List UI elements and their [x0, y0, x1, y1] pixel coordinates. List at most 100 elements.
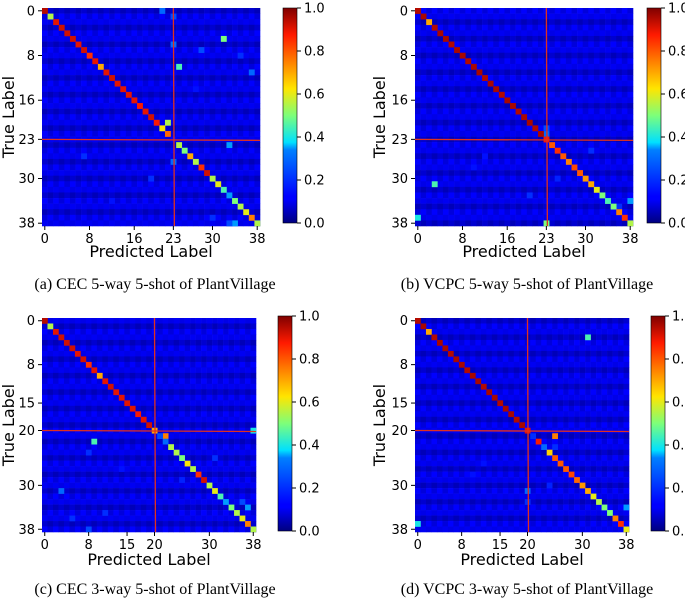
heatmap-cell — [532, 130, 539, 137]
heatmap-cell — [476, 13, 483, 20]
heatmap-diagonal-cell — [42, 318, 48, 324]
heatmap-cell — [58, 63, 65, 70]
heatmap-cell — [168, 526, 174, 533]
heatmap-cell — [223, 372, 229, 379]
heatmap-cell — [148, 198, 155, 204]
heatmap-cell — [431, 52, 438, 59]
heatmap-cell — [164, 8, 171, 14]
heatmap-cell — [159, 52, 166, 59]
heatmap-cell — [201, 510, 207, 516]
heatmap-cell — [42, 400, 48, 407]
heatmap-cell — [184, 510, 191, 516]
heatmap-cell — [415, 30, 421, 37]
heatmap-cell — [113, 323, 120, 330]
heatmap-cell — [92, 86, 99, 93]
heatmap-diagonal-cell — [588, 181, 595, 188]
heatmap-cell — [64, 58, 71, 65]
heatmap-cell — [250, 383, 257, 390]
heatmap-cell — [537, 24, 544, 31]
heatmap-cell — [599, 108, 606, 115]
heatmap-cell — [58, 147, 65, 154]
y-axis-label: True Label — [0, 384, 18, 467]
heatmap-cell — [97, 181, 104, 188]
heatmap-cell — [537, 13, 544, 20]
heatmap-cell — [69, 147, 76, 154]
heatmap-cell — [541, 328, 547, 335]
heatmap-cell — [571, 8, 578, 14]
heatmap-cell — [220, 97, 227, 104]
heatmap-cell — [192, 30, 199, 37]
heatmap-cell — [153, 75, 160, 81]
heatmap-cell — [254, 97, 261, 104]
heatmap-cell — [107, 394, 114, 401]
heatmap-cell — [164, 175, 171, 182]
heatmap-cell — [120, 220, 127, 227]
heatmap-cell — [610, 130, 617, 137]
heatmap-cell — [91, 526, 98, 533]
heatmap-cell — [42, 471, 48, 478]
heatmap-cell — [114, 103, 121, 109]
heatmap-cell — [248, 103, 255, 109]
heatmap-cell — [168, 449, 174, 456]
colorbar-tick-label: 0.0 — [668, 217, 685, 232]
heatmap-cell — [81, 125, 88, 132]
x-axis-label: Predicted Label — [89, 242, 212, 261]
x-tick-label: 23 — [165, 232, 182, 247]
heatmap-cell — [616, 136, 623, 143]
heatmap-cell — [135, 422, 142, 429]
heatmap-cell — [173, 515, 180, 522]
heatmap-cell — [159, 220, 166, 227]
heatmap-cell — [135, 400, 142, 407]
heatmap-cell — [125, 214, 132, 221]
heatmap-cell — [201, 499, 207, 505]
heatmap-cell — [47, 97, 54, 104]
heatmap-cell — [80, 378, 87, 385]
heatmap-cell — [459, 24, 466, 31]
heatmap-cell — [109, 158, 115, 165]
heatmap-cell — [610, 103, 617, 109]
heatmap-cell — [560, 114, 567, 121]
heatmap-cell — [118, 482, 125, 489]
heatmap-cell — [228, 515, 235, 522]
heatmap-cell — [92, 41, 99, 48]
heatmap-cell — [118, 383, 125, 390]
heatmap-cell — [204, 75, 210, 81]
heatmap-cell — [431, 147, 438, 154]
heatmap-cell — [91, 466, 98, 472]
heatmap-cell — [476, 198, 483, 204]
heatmap-cell — [129, 389, 136, 396]
heatmap-cell — [190, 504, 196, 511]
heatmap-cell — [162, 504, 169, 511]
heatmap-cell — [537, 220, 544, 227]
heatmap-cell — [192, 164, 199, 171]
heatmap-cell — [454, 58, 461, 65]
heatmap-cell — [560, 220, 567, 227]
heatmap-cell — [250, 367, 257, 374]
heatmap-cell — [114, 158, 121, 165]
heatmap-cell — [232, 8, 238, 14]
heatmap-cell — [107, 493, 114, 500]
base-novel-separator-vertical — [172, 7, 176, 227]
heatmap-cell — [201, 438, 207, 445]
heatmap-cell — [577, 86, 583, 93]
heatmap-cell — [47, 394, 54, 401]
heatmap-cell — [459, 130, 466, 137]
heatmap-cell — [442, 86, 449, 93]
heatmap-cell — [113, 416, 120, 423]
heatmap-cell — [415, 41, 421, 48]
heatmap-cell — [588, 142, 595, 149]
heatmap-cell — [621, 153, 628, 160]
heatmap-cell — [426, 63, 433, 70]
heatmap-cell — [75, 86, 82, 93]
heatmap-cell — [176, 91, 183, 98]
heatmap-cell — [109, 209, 115, 216]
heatmap-cell — [164, 108, 171, 115]
heatmap-cell — [254, 192, 261, 199]
heatmap-cell — [159, 35, 166, 42]
heatmap-cell — [482, 114, 488, 121]
heatmap-cell — [431, 209, 438, 216]
heatmap-cell — [114, 58, 121, 65]
heatmap-cell — [232, 97, 238, 104]
heatmap-cell — [184, 477, 191, 483]
heatmap-cell — [248, 30, 255, 37]
